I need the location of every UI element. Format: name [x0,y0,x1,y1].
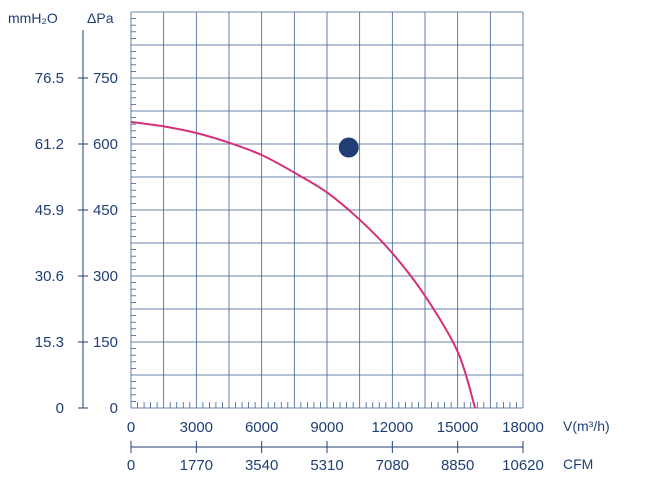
performance-curve [130,121,477,409]
y-tick-label-mmh2o: 15.3 [35,334,64,351]
curve-layer [130,121,477,409]
x-tick-label-cfm: 7080 [376,457,409,474]
x-unit-m3h: V(m³/h) [563,418,610,434]
x-tick-label-cfm: 5310 [310,457,343,474]
y-tick-label-mmh2o: 45.9 [35,202,64,219]
x-tick-label-m3h: 12000 [371,419,413,436]
x-tick-label-cfm: 0 [127,457,135,474]
x-tick-label-m3h: 3000 [180,419,213,436]
x-tick-label-m3h: 0 [127,419,135,436]
grid [130,11,524,409]
x-tick-label-cfm: 8850 [441,457,474,474]
y-unit-pa: ΔPa [87,10,114,26]
x-tick-label-cfm: 3540 [245,457,278,474]
x-tick-label-cfm: 10620 [502,457,544,474]
axes [78,30,524,453]
x-unit-cfm: CFM [563,456,593,472]
x-tick-label-cfm: 1770 [180,457,213,474]
y-tick-label-pa: 750 [93,70,118,87]
y-tick-label-pa: 150 [93,334,118,351]
y-tick-label-pa: 300 [93,268,118,285]
y-tick-label-pa: 600 [93,136,118,153]
y-tick-label-mmh2o: 0 [56,400,64,417]
labels: 0 150 300 450 600 750 0 15.3 30.6 45.9 61.2 76.5 0 30… [8,10,610,474]
curve-marker-badge [338,137,359,158]
y-tick-label-mmh2o: 30.6 [35,268,64,285]
x-tick-label-m3h: 6000 [245,419,278,436]
x-tick-label-m3h: 15000 [437,419,479,436]
y-tick-label-mmh2o: 76.5 [35,70,64,87]
y-unit-mmh2o: mmH₂O [8,10,58,26]
y-tick-label-mmh2o: 61.2 [35,136,64,153]
curve-marker-label: 1 [345,140,353,157]
y-tick-label-pa: 0 [110,400,118,417]
x-tick-label-m3h: 18000 [502,419,544,436]
x-tick-label-m3h: 9000 [310,419,343,436]
y-tick-label-pa: 450 [93,202,118,219]
